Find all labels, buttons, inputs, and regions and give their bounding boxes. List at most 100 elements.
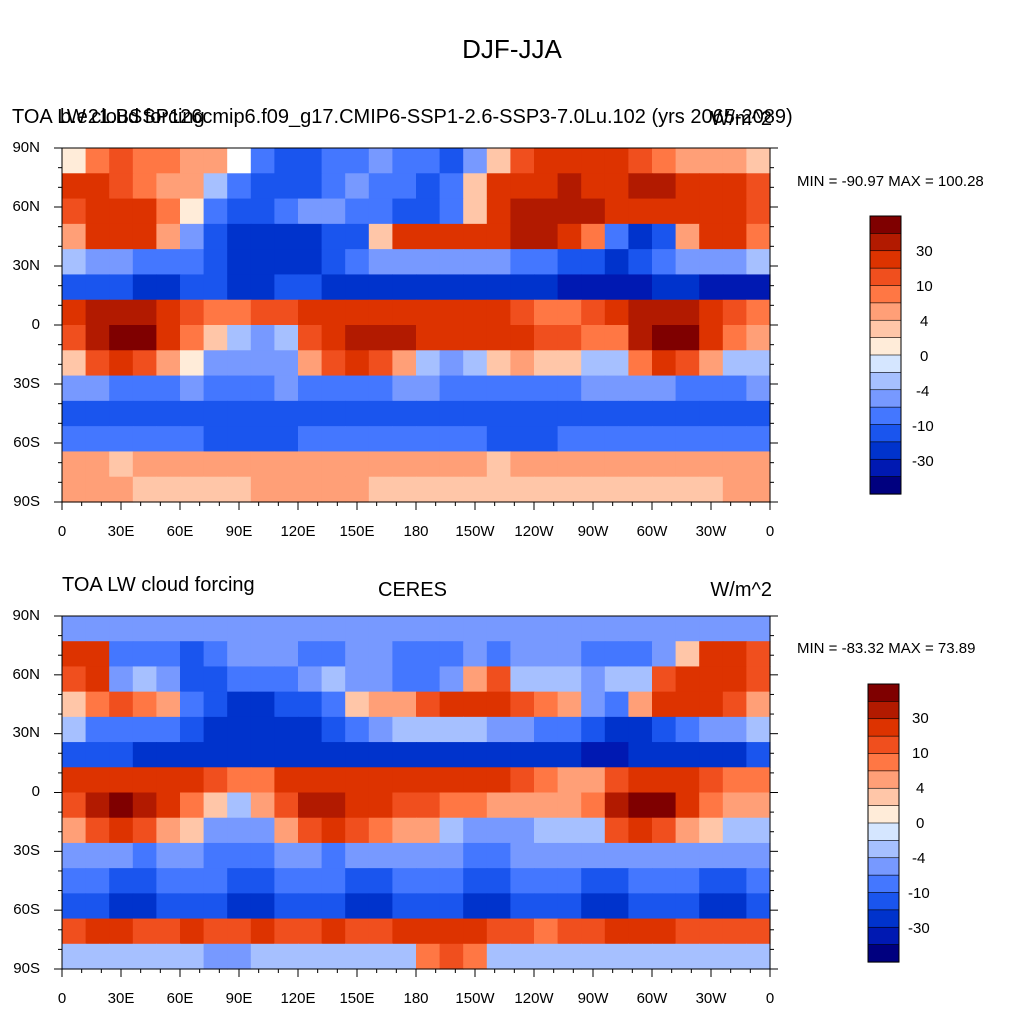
- colorbar1-swatch: [869, 250, 902, 269]
- map-cell: [628, 817, 653, 844]
- map-cell: [180, 274, 205, 301]
- map-cell: [510, 767, 535, 794]
- map-cell: [416, 641, 441, 668]
- map-cell: [628, 943, 653, 970]
- colorbar1-label: -30: [912, 453, 934, 470]
- map-cell: [250, 792, 275, 819]
- map-cell: [581, 817, 606, 844]
- map-cell: [392, 893, 417, 920]
- map-cell: [392, 868, 417, 894]
- map-cell: [534, 350, 559, 377]
- map-cell: [534, 842, 559, 869]
- map-cell: [250, 198, 275, 225]
- map-cell: [274, 842, 299, 869]
- map-cell: [486, 868, 511, 894]
- map-cell: [298, 198, 323, 225]
- map-cell: [746, 350, 771, 377]
- map-cell: [274, 350, 299, 377]
- panel1-lat-tick: 30S: [13, 375, 40, 392]
- map-cell: [557, 223, 582, 250]
- map-cell: [746, 249, 771, 276]
- map-cell: [534, 868, 559, 894]
- map-cell: [534, 691, 559, 718]
- map-cell: [675, 400, 700, 427]
- map-cell: [581, 249, 606, 276]
- map-cell: [368, 400, 393, 427]
- map-cell: [368, 325, 393, 351]
- panel2-lon-tick: 30W: [695, 990, 727, 1007]
- map-cell: [534, 274, 559, 301]
- map-cell: [722, 943, 747, 970]
- map-cell: [746, 325, 771, 351]
- map-cell: [132, 198, 157, 225]
- panel1-lon-tick: 90E: [225, 523, 253, 540]
- map-cell: [321, 274, 346, 301]
- map-cell: [581, 325, 606, 351]
- map-cell: [368, 274, 393, 301]
- map-cell: [604, 375, 629, 402]
- map-cell: [604, 893, 629, 920]
- map-cell: [652, 198, 677, 225]
- map-cell: [203, 476, 228, 503]
- map-cell: [486, 817, 511, 844]
- map-cell: [699, 148, 724, 174]
- map-cell: [180, 400, 205, 427]
- map-cell: [203, 400, 228, 427]
- map-cell: [227, 943, 252, 970]
- map-cell: [62, 817, 87, 844]
- colorbar1-swatch: [869, 389, 902, 408]
- map-cell: [534, 173, 559, 200]
- map-cell: [180, 716, 205, 743]
- map-cell: [203, 767, 228, 794]
- map-cell: [675, 325, 700, 351]
- map-cell: [486, 893, 511, 920]
- map-cell: [156, 223, 181, 250]
- map-cell: [557, 868, 582, 894]
- map-cell: [746, 148, 771, 174]
- map-cell: [156, 426, 181, 453]
- map-cell: [746, 173, 771, 200]
- panel1-lon-tick: 180: [403, 523, 429, 540]
- map-cell: [534, 742, 559, 768]
- map-cell: [62, 767, 87, 794]
- map-cell: [699, 641, 724, 668]
- map-cell: [368, 716, 393, 743]
- map-cell: [699, 616, 724, 642]
- map-cell: [652, 767, 677, 794]
- map-cell: [85, 375, 110, 402]
- map-cell: [510, 943, 535, 970]
- colorbar1-label: 10: [916, 278, 933, 295]
- panel2-left-title: TOA LW cloud forcing: [62, 574, 255, 596]
- map-cell: [345, 198, 370, 225]
- map-cell: [699, 767, 724, 794]
- map-cell: [85, 223, 110, 250]
- map-cell: [156, 792, 181, 819]
- map-cell: [652, 691, 677, 718]
- map-cell: [85, 616, 110, 642]
- map-cell: [62, 173, 87, 200]
- map-cell: [416, 817, 441, 844]
- map-cell: [109, 691, 134, 718]
- map-cell: [180, 893, 205, 920]
- map-cell: [416, 716, 441, 743]
- map-cell: [628, 616, 653, 642]
- map-cell: [321, 476, 346, 503]
- map-cell: [557, 691, 582, 718]
- map-cell: [581, 173, 606, 200]
- map-cell: [746, 792, 771, 819]
- map-cell: [699, 223, 724, 250]
- map-cell: [203, 817, 228, 844]
- map-cell: [486, 198, 511, 225]
- map-cell: [534, 817, 559, 844]
- map-cell: [298, 249, 323, 276]
- map-cell: [439, 716, 464, 743]
- map-cell: [132, 842, 157, 869]
- map-cell: [321, 792, 346, 819]
- map-cell: [62, 792, 87, 819]
- map-cell: [345, 616, 370, 642]
- map-cell: [652, 716, 677, 743]
- map-cell: [368, 918, 393, 945]
- map-cell: [298, 400, 323, 427]
- map-cell: [85, 716, 110, 743]
- map-cell: [557, 148, 582, 174]
